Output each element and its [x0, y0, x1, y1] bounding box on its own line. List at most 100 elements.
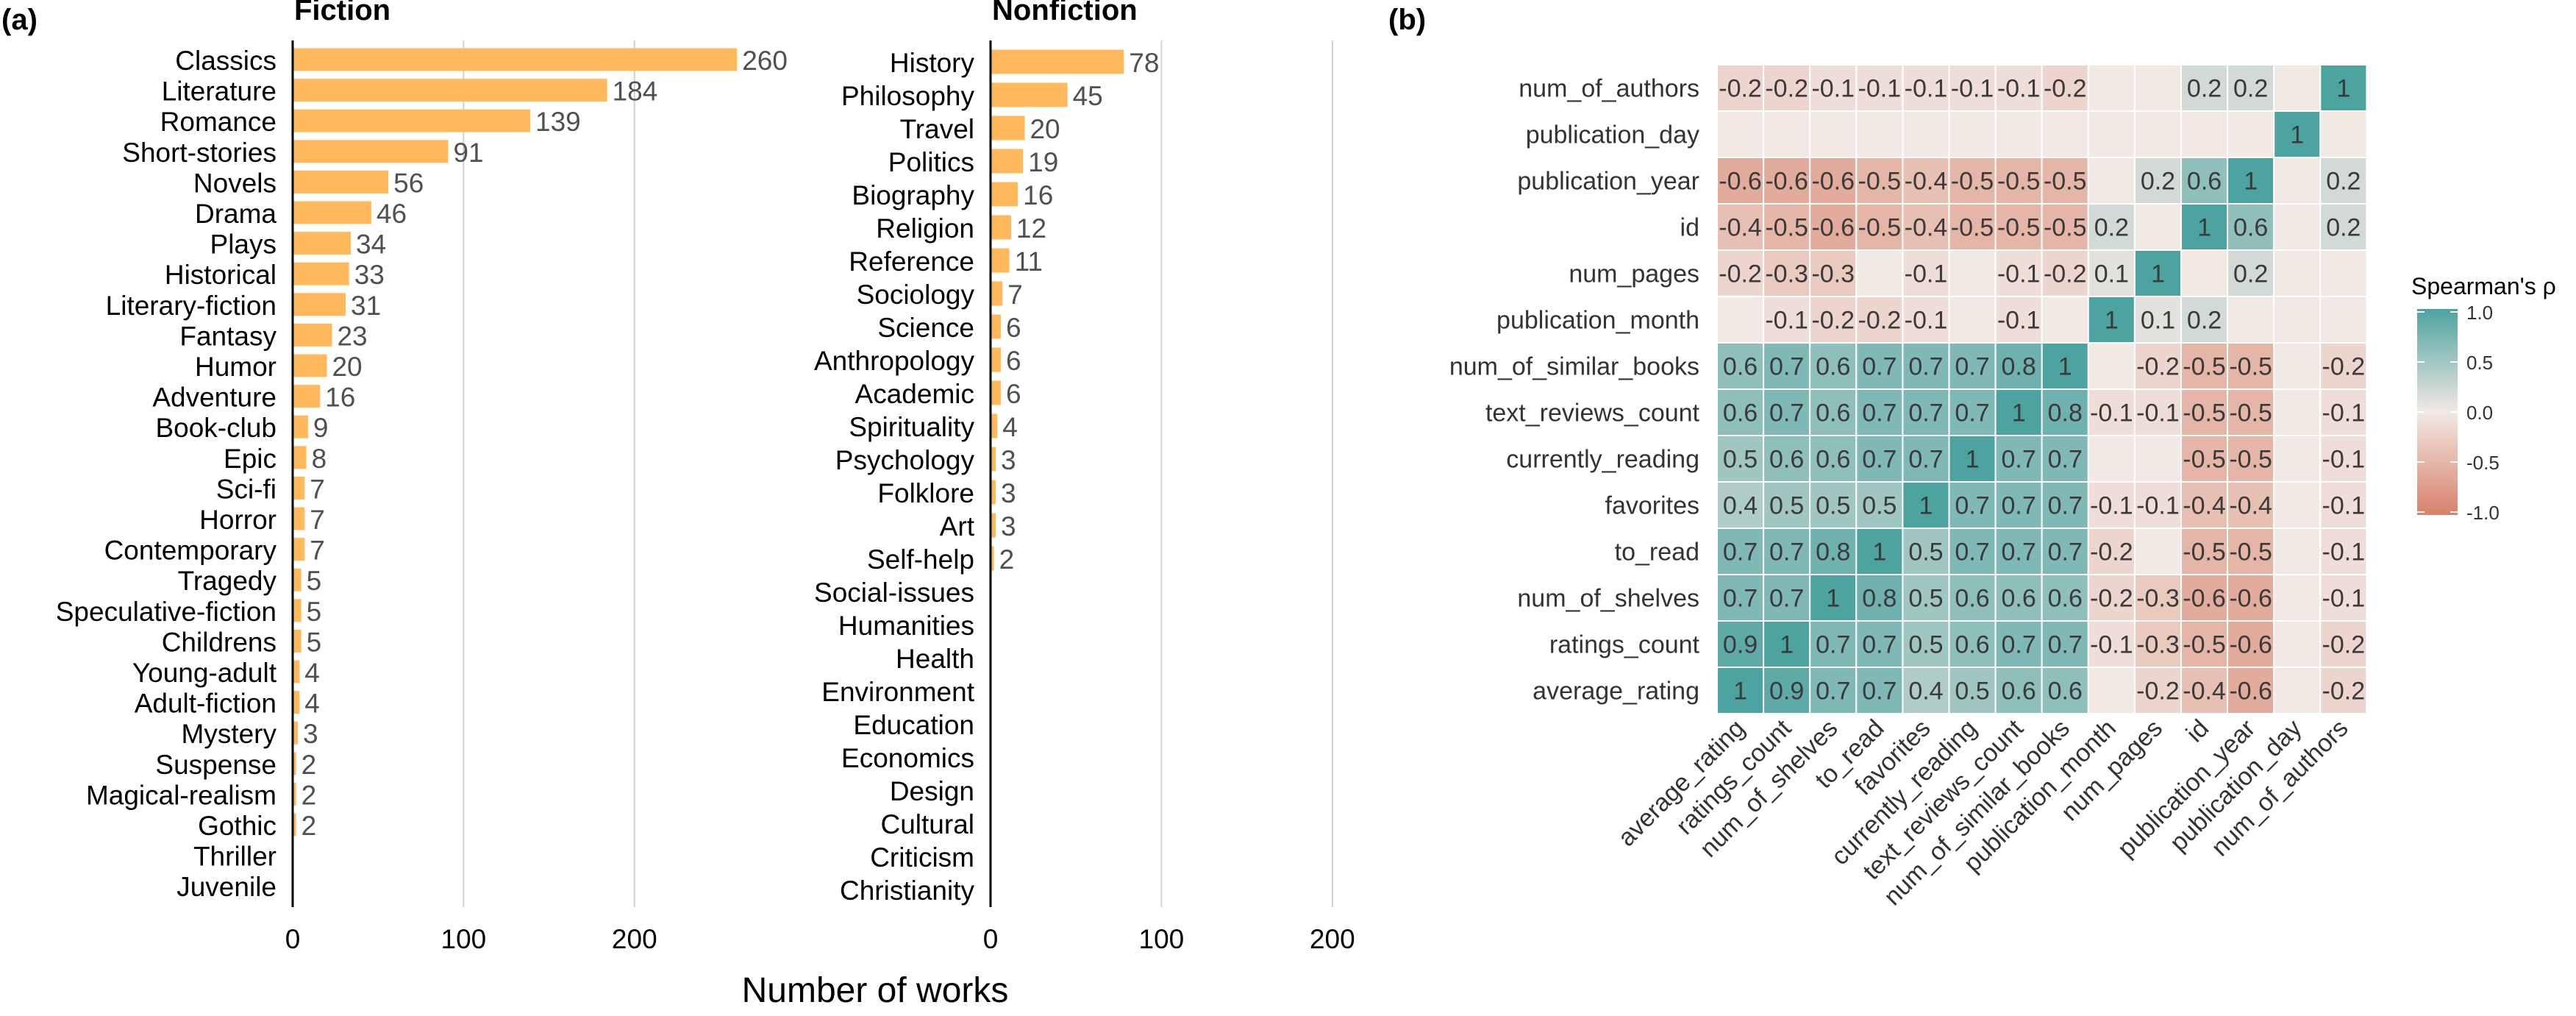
heatmap-cell [2041, 667, 2089, 714]
heatmap-cell [2180, 110, 2229, 158]
cell-value: 0.7 [1862, 631, 1897, 659]
value-label: 4 [1002, 412, 1018, 442]
bar [991, 49, 1124, 74]
value-label: 5 [307, 566, 322, 596]
cell-value: 0.7 [1862, 446, 1897, 474]
cell-value: 0.6 [2002, 585, 2036, 613]
category-label: Folklore [877, 478, 974, 508]
heatmap-cell [2133, 64, 2182, 112]
cell-value: 0.7 [1955, 539, 1989, 566]
value-label: 6 [1006, 313, 1021, 343]
heatmap-cell [1763, 110, 1811, 158]
cell-value: 0.2 [2233, 260, 2268, 288]
heatmap-y-label: publication_month [1496, 307, 1699, 335]
heatmap-cell [1994, 388, 2043, 436]
category-label: Sociology [857, 280, 975, 310]
value-label: 11 [1015, 246, 1043, 277]
cell-value: 0.8 [2048, 399, 2083, 427]
heatmap-cell [1809, 481, 1858, 529]
cell-value: 0.7 [1816, 631, 1850, 659]
heatmap-cell [2041, 296, 2089, 344]
bar [293, 599, 302, 622]
cell-value: -0.5 [2229, 353, 2272, 381]
cell-value: 0.7 [1908, 399, 1943, 427]
cell-value: -0.6 [2183, 585, 2226, 613]
category-label: Cultural [881, 809, 975, 839]
value-label: 16 [325, 383, 355, 413]
value-label: 7 [310, 536, 325, 566]
heatmap-cell [2319, 342, 2368, 390]
panel-b-label: (b) [1388, 4, 1426, 36]
heatmap-cell [2087, 296, 2136, 344]
cell-value: 0.5 [1723, 446, 1758, 474]
cell-value: 0.5 [1816, 492, 1850, 520]
bar [293, 201, 371, 224]
fiction-bar-chart: Fiction Classics 260 Literature 184 Romance 13… [56, 0, 788, 954]
value-label: 12 [1016, 213, 1046, 244]
bar [293, 782, 296, 806]
bar [293, 507, 305, 530]
value-label: 260 [742, 46, 788, 76]
category-label: Speculative-fiction [56, 597, 276, 627]
cell-value: 1 [2197, 214, 2211, 242]
value-label: 184 [613, 77, 658, 107]
cell-value: -0.3 [1811, 260, 1855, 288]
cell-value: 0.6 [2233, 214, 2268, 242]
heatmap-cell [1948, 110, 1997, 158]
bar [991, 314, 1001, 339]
heatmap-cell [1763, 296, 1811, 344]
bar [293, 752, 296, 775]
legend-tick-label: -1.0 [2466, 502, 2500, 524]
heatmap-cell [1855, 157, 1904, 205]
cell-value: 1 [2012, 399, 2026, 427]
x-tick-label: 0 [983, 924, 999, 954]
heatmap-cell [1948, 388, 1997, 436]
bar [991, 182, 1018, 207]
legend-tick-label: 0.5 [2466, 352, 2493, 374]
cell-value: -0.5 [2229, 446, 2272, 474]
cell-value: -0.6 [2229, 678, 2272, 706]
heatmap-cell [2319, 388, 2368, 436]
heatmap-y-label: num_pages [1569, 260, 1699, 288]
bar [293, 660, 300, 683]
bar [991, 215, 1011, 240]
value-label: 3 [303, 719, 318, 749]
bar [293, 476, 305, 500]
cell-value: 0.6 [1955, 585, 1989, 613]
category-label: Childrens [162, 627, 276, 657]
heatmap-cell [2273, 574, 2322, 622]
value-label: 9 [313, 413, 329, 443]
heatmap-cell [2180, 620, 2229, 668]
bar [293, 354, 327, 377]
legend-tick-label: -0.5 [2466, 452, 2500, 474]
cell-value: -0.5 [2044, 168, 2087, 196]
cell-value: -0.2 [1719, 75, 1762, 103]
heatmap-cell [1855, 203, 1904, 251]
value-label: 6 [1006, 346, 1021, 376]
panel-b: (b) -0.2 -0.2 -0.1 -0.1 -0.1 -0.1 -0.1 -0.2 0.2 0… [1388, 4, 2556, 911]
bar [991, 248, 1010, 273]
heatmap-cell [1763, 388, 1811, 436]
bar [991, 149, 1024, 174]
cell-value: -0.5 [1858, 168, 1902, 196]
bar [991, 380, 1001, 405]
heatmap-y-label: num_of_authors [1519, 75, 1699, 103]
cell-value: 0.7 [1862, 678, 1897, 706]
cell-value: 0.7 [2048, 631, 2083, 659]
category-label: Religion [876, 213, 974, 244]
value-label: 139 [535, 107, 581, 137]
bar [293, 140, 449, 163]
category-label: Academic [855, 379, 974, 409]
heatmap-y-label: num_of_similar_books [1449, 353, 1699, 381]
shared-x-axis-label: Number of works [742, 971, 1009, 1010]
cell-value: -0.4 [2183, 492, 2226, 520]
cell-value: 1 [1966, 446, 1980, 474]
category-label: Magical-realism [86, 780, 276, 810]
cell-value: 0.7 [1862, 353, 1897, 381]
cell-value: -0.1 [2322, 585, 2366, 613]
value-label: 3 [1001, 511, 1016, 541]
heatmap-cell [2180, 435, 2229, 483]
value-label: 33 [354, 260, 385, 290]
bar [293, 48, 738, 71]
